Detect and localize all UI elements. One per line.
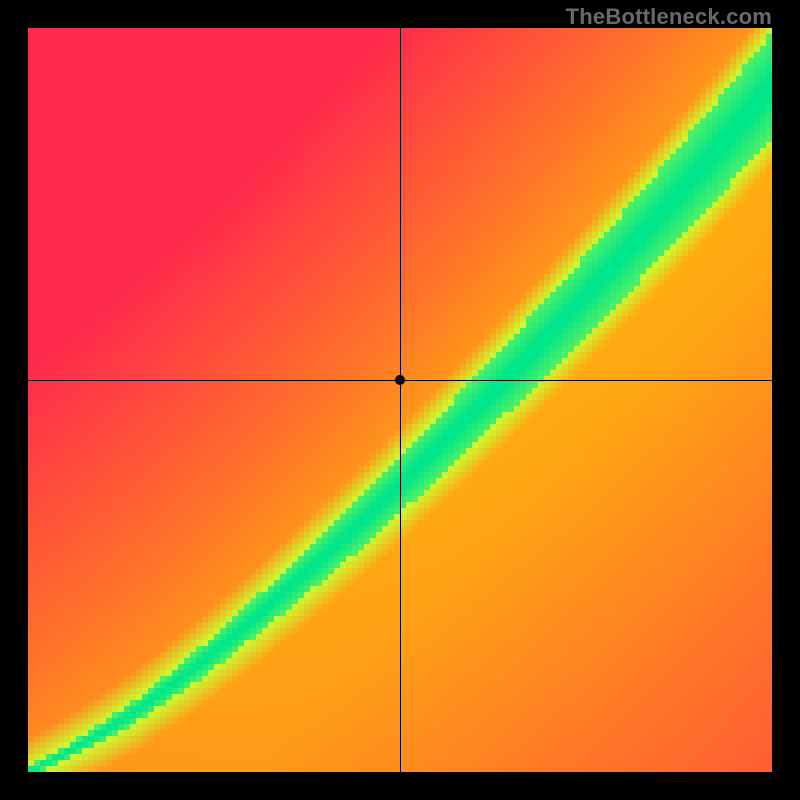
chart-container: TheBottleneck.com <box>0 0 800 800</box>
heatmap-canvas <box>28 28 772 772</box>
plot-frame <box>28 28 772 772</box>
watermark: TheBottleneck.com <box>566 4 772 30</box>
